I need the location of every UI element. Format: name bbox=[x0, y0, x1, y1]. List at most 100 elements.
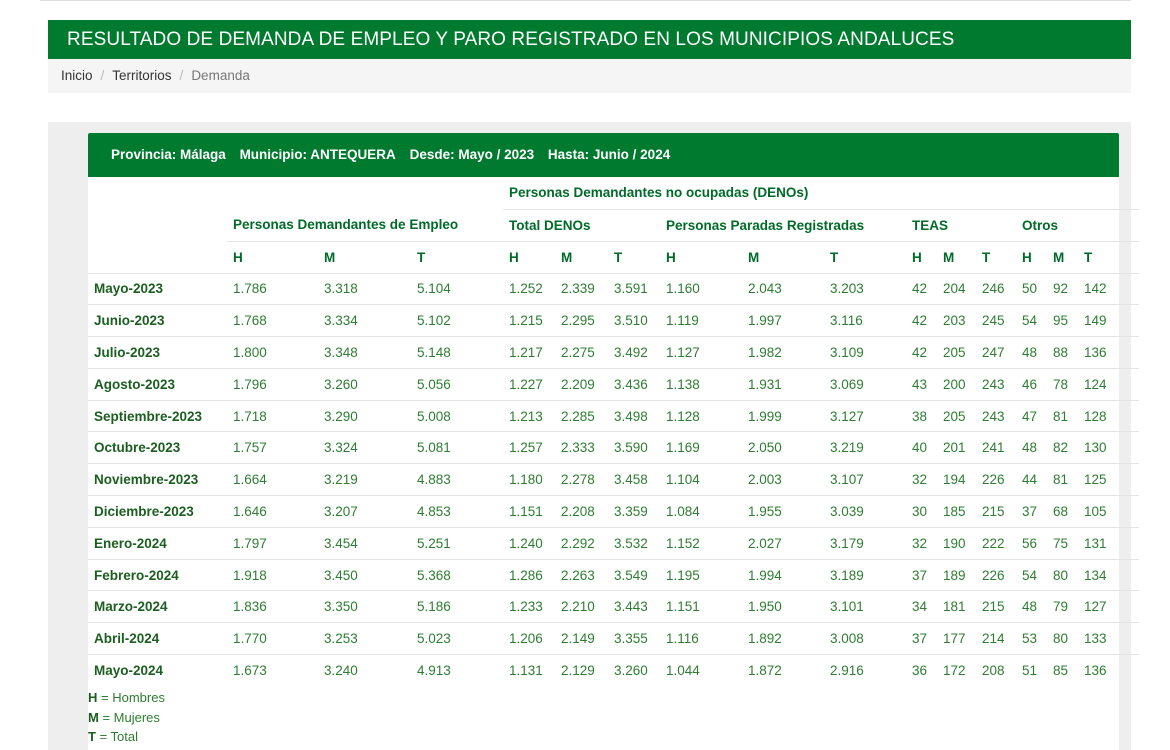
table-cell: 1.796 bbox=[227, 367, 318, 401]
sub-header-cell: M bbox=[555, 241, 608, 274]
table-cell: 1.044 bbox=[660, 654, 742, 687]
table-cell: 215 bbox=[976, 495, 1016, 528]
table-cell: 54 bbox=[1016, 558, 1047, 591]
table-cell: 222 bbox=[976, 526, 1016, 560]
breadcrumb-territorios[interactable]: Territorios bbox=[112, 68, 172, 83]
table-cell: 2.043 bbox=[742, 272, 824, 305]
page-title: RESULTADO DE DEMANDA DE EMPLEO Y PARO RE… bbox=[48, 20, 1131, 59]
table-cell: 32 bbox=[906, 526, 937, 560]
table-cell: 44 bbox=[1016, 463, 1047, 496]
table-cell: 3.207 bbox=[318, 495, 411, 528]
table-cell: 48 bbox=[1016, 336, 1047, 369]
table-cell: 2.027 bbox=[742, 526, 824, 560]
denos-group-header: Personas Demandantes no ocupadas (DENOs) bbox=[503, 177, 1140, 210]
table-cell: 1.768 bbox=[227, 304, 318, 337]
table-cell: 4.913 bbox=[411, 654, 503, 687]
table-cell: 3.590 bbox=[608, 431, 660, 464]
row-month-label: Febrero-2024 bbox=[88, 558, 227, 591]
table-cell: 1.119 bbox=[660, 304, 742, 337]
table-cell: 1.955 bbox=[742, 495, 824, 528]
table-cell: 81 bbox=[1047, 399, 1078, 432]
table-cell: 5.104 bbox=[411, 272, 503, 305]
row-month-label: Enero-2024 bbox=[88, 526, 227, 560]
table-cell: 1.718 bbox=[227, 399, 318, 432]
table-cell: 124 bbox=[1078, 367, 1140, 401]
table-cell: 1.950 bbox=[742, 590, 824, 623]
table-row: Enero-2024 1.797 3.454 5.251 1.240 2.292 3.532… bbox=[88, 526, 1140, 560]
table-cell: 1.215 bbox=[503, 304, 555, 337]
table-cell: 142 bbox=[1078, 272, 1140, 305]
table-row: Mayo-2024 1.673 3.240 4.913 1.131 2.129 3.260 1… bbox=[88, 654, 1140, 687]
table-cell: 1.286 bbox=[503, 558, 555, 591]
table-cell: 1.994 bbox=[742, 558, 824, 591]
otros-header: Otros bbox=[1016, 209, 1140, 242]
table-cell: 1.770 bbox=[227, 622, 318, 655]
table-cell: 1.252 bbox=[503, 272, 555, 305]
sub-header-cell: T bbox=[411, 241, 503, 274]
table-cell: 201 bbox=[937, 431, 976, 464]
table-cell: 200 bbox=[937, 367, 976, 401]
table-cell: 1.797 bbox=[227, 526, 318, 560]
row-month-label: Mayo-2023 bbox=[88, 272, 227, 305]
table-cell: 3.127 bbox=[824, 399, 906, 432]
pde-group-header: Personas Demandantes de Empleo bbox=[227, 209, 503, 242]
table-cell: 3.348 bbox=[318, 336, 411, 369]
table-cell: 128 bbox=[1078, 399, 1140, 432]
table-cell: 1.213 bbox=[503, 399, 555, 432]
table-cell: 1.195 bbox=[660, 558, 742, 591]
table-cell: 1.233 bbox=[503, 590, 555, 623]
legend-item: M = Mujeres bbox=[88, 709, 160, 725]
row-month-label: Noviembre-2023 bbox=[88, 463, 227, 496]
breadcrumb-separator: / bbox=[100, 68, 105, 83]
table-cell: 3.591 bbox=[608, 272, 660, 305]
legend-item: H = Hombres bbox=[88, 690, 165, 705]
sub-header-cell: T bbox=[1078, 241, 1140, 274]
month-header bbox=[88, 177, 227, 274]
row-month-label: Octubre-2023 bbox=[88, 431, 227, 464]
table-row: Febrero-2024 1.918 3.450 5.368 1.286 2.263 3.5… bbox=[88, 558, 1140, 591]
row-month-label: Marzo-2024 bbox=[88, 590, 227, 623]
table-cell: 1.836 bbox=[227, 590, 318, 623]
table-cell: 79 bbox=[1047, 590, 1078, 623]
table-row: Diciembre-2023 1.646 3.207 4.853 1.151 2.208 3… bbox=[88, 495, 1140, 528]
table-cell: 5.102 bbox=[411, 304, 503, 337]
breadcrumb-inicio[interactable]: Inicio bbox=[61, 68, 93, 83]
table-cell: 3.189 bbox=[824, 558, 906, 591]
table-cell: 208 bbox=[976, 654, 1016, 687]
table-cell: 1.757 bbox=[227, 431, 318, 464]
table-cell: 68 bbox=[1047, 495, 1078, 528]
row-month-label: Abril-2024 bbox=[88, 622, 227, 655]
table-cell: 30 bbox=[906, 495, 937, 528]
table-cell: 3.443 bbox=[608, 590, 660, 623]
table-cell: 245 bbox=[976, 304, 1016, 337]
table-cell: 2.209 bbox=[555, 367, 608, 401]
table-cell: 133 bbox=[1078, 622, 1140, 655]
table-cell: 88 bbox=[1047, 336, 1078, 369]
table-cell: 1.152 bbox=[660, 526, 742, 560]
total-denos-header: Total DENOs bbox=[503, 209, 660, 242]
table-cell: 56 bbox=[1016, 526, 1047, 560]
table-cell: 205 bbox=[937, 399, 976, 432]
table-cell: 1.646 bbox=[227, 495, 318, 528]
table-cell: 2.208 bbox=[555, 495, 608, 528]
row-month-label: Diciembre-2023 bbox=[88, 495, 227, 528]
table-cell: 247 bbox=[976, 336, 1016, 369]
table-cell: 50 bbox=[1016, 272, 1047, 305]
table-row: Septiembre-2023 1.718 3.290 5.008 1.213 2.285… bbox=[88, 399, 1140, 432]
table-cell: 134 bbox=[1078, 558, 1140, 591]
sub-header-cell: T bbox=[976, 241, 1016, 274]
results-card: Provincia: Málaga Municipio: ANTEQUERA D… bbox=[88, 133, 1140, 750]
table-cell: 5.081 bbox=[411, 431, 503, 464]
table-cell: 1.931 bbox=[742, 367, 824, 401]
table-cell: 2.275 bbox=[555, 336, 608, 369]
table-cell: 4.883 bbox=[411, 463, 503, 496]
table-row: Noviembre-2023 1.664 3.219 4.883 1.180 2.278 3… bbox=[88, 463, 1140, 496]
table-cell: 136 bbox=[1078, 336, 1140, 369]
table-body: Mayo-2023 1.786 3.318 5.104 1.252 2.339 3.591 1… bbox=[88, 272, 1140, 687]
table-cell: 2.050 bbox=[742, 431, 824, 464]
table-cell: 2.263 bbox=[555, 558, 608, 591]
sub-header-cell: T bbox=[608, 241, 660, 274]
table-cell: 36 bbox=[906, 654, 937, 687]
table-cell: 1.673 bbox=[227, 654, 318, 687]
